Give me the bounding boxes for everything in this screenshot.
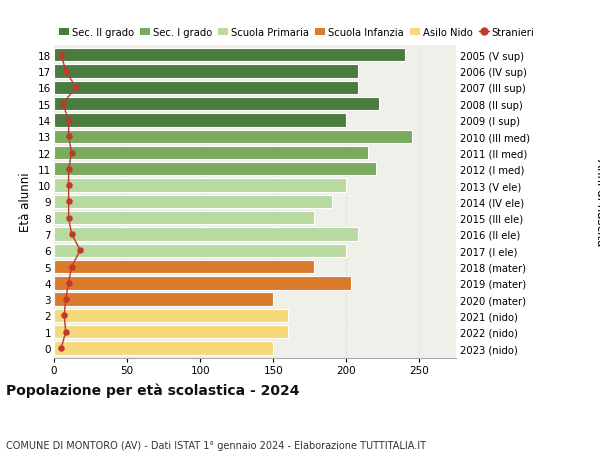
Point [64, 198, 73, 206]
Bar [54, 65, 358, 78]
Point [61, 328, 70, 336]
Bar [54, 309, 288, 322]
Legend: Sec. II grado, Sec. I grado, Scuola Primaria, Scuola Infanzia, Asilo Nido, Stran: Sec. II grado, Sec. I grado, Scuola Prim… [59, 28, 535, 38]
Bar [54, 146, 368, 160]
Point [61, 68, 70, 76]
Bar [54, 260, 314, 274]
Bar [54, 277, 351, 290]
Point [64, 117, 73, 124]
Text: COMUNE DI MONTORO (AV) - Dati ISTAT 1° gennaio 2024 - Elaborazione TUTTITALIA.IT: COMUNE DI MONTORO (AV) - Dati ISTAT 1° g… [6, 440, 426, 450]
Point [67, 150, 76, 157]
Point [76, 247, 85, 254]
Point [71, 84, 81, 92]
Point [64, 182, 73, 190]
Bar [54, 293, 273, 306]
Bar [54, 341, 273, 355]
Bar [54, 49, 405, 62]
Point [64, 166, 73, 173]
Bar [54, 228, 358, 241]
Y-axis label: Anni di nascita: Anni di nascita [593, 158, 600, 246]
Bar [54, 179, 346, 192]
Point [67, 231, 76, 238]
Point [59, 312, 69, 319]
Point [56, 52, 66, 59]
Point [64, 214, 73, 222]
Point [58, 101, 68, 108]
Point [61, 296, 70, 303]
Bar [54, 244, 346, 257]
Point [64, 280, 73, 287]
Text: Popolazione per età scolastica - 2024: Popolazione per età scolastica - 2024 [6, 382, 299, 397]
Bar [54, 82, 358, 95]
Point [67, 263, 76, 271]
Bar [54, 195, 332, 209]
Point [56, 345, 66, 352]
Bar [54, 212, 314, 225]
Bar [54, 325, 288, 339]
Bar [54, 114, 346, 127]
Y-axis label: Età alunni: Età alunni [19, 172, 32, 232]
Bar [54, 163, 376, 176]
Bar [54, 130, 412, 144]
Point [64, 133, 73, 140]
Bar [54, 98, 379, 111]
